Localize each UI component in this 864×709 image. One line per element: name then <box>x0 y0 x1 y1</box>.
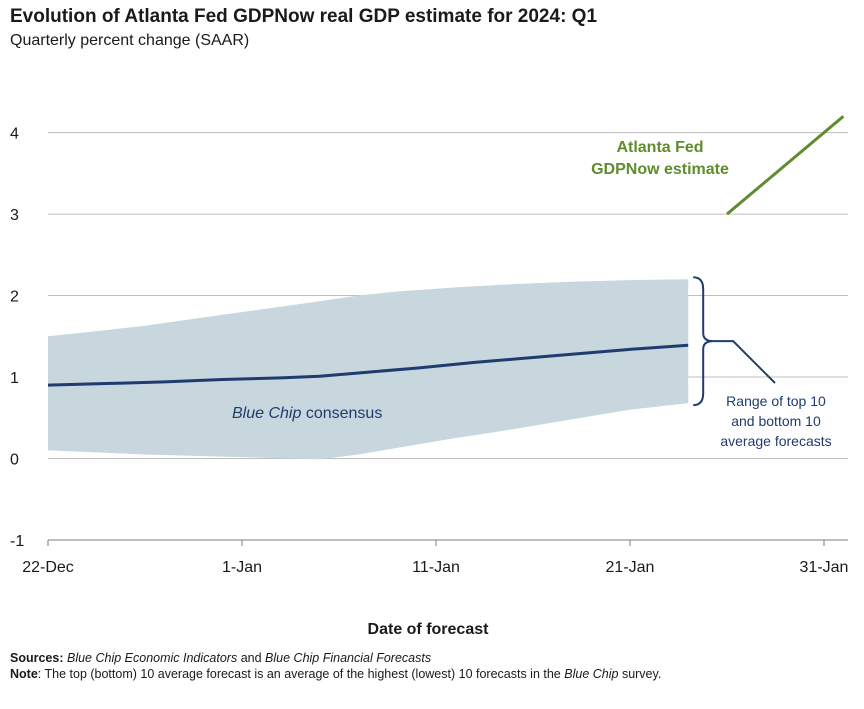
gdpnow-line <box>726 115 845 216</box>
y-tick-label: 0 <box>10 452 19 469</box>
tick-labels: -1 0 1 2 3 4 22-Dec 1-Jan 11-Jan 21-Jan 31-Jan <box>10 126 848 576</box>
y-tick-label: 1 <box>10 370 19 387</box>
y-tick-label: 3 <box>10 207 19 224</box>
annotations: Blue Chip consensus Atlanta Fed GDPNow e… <box>232 139 832 449</box>
x-tick-label: 22-Dec <box>22 559 74 576</box>
gdpnow-label-line1: Atlanta Fed <box>616 139 703 156</box>
note-text2: survey. <box>621 667 662 681</box>
consensus-label: Blue Chip consensus <box>232 405 382 422</box>
range-band-area <box>48 279 689 460</box>
range-label-line3: average forecasts <box>720 433 831 449</box>
gdpnow-label-line2: GDPNow estimate <box>591 161 729 178</box>
chart-title: Evolution of Atlanta Fed GDPNow real GDP… <box>10 6 598 27</box>
x-tick-label: 21-Jan <box>606 559 655 576</box>
series-lines <box>47 115 845 387</box>
consensus-label-rest: consensus <box>306 405 383 422</box>
range-leader-line <box>713 340 776 384</box>
sources-italic1: Blue Chip Economic Indicators <box>66 651 238 665</box>
consensus-label-italic: Blue Chip <box>232 405 301 422</box>
x-axis-title: Date of forecast <box>368 621 490 638</box>
y-tick-label: -1 <box>10 533 24 550</box>
y-tick-label: 4 <box>10 126 19 143</box>
chart-subtitle: Quarterly percent change (SAAR) <box>10 32 250 49</box>
range-label-line2: and bottom 10 <box>731 413 821 429</box>
note-label: Note <box>10 667 38 681</box>
note-text1: : The top (bottom) 10 average forecast i… <box>37 667 561 681</box>
x-tick-label: 1-Jan <box>222 559 262 576</box>
y-tick-label: 2 <box>10 289 19 306</box>
range-bracket <box>693 276 714 407</box>
range-label-line1: Range of top 10 <box>726 393 826 409</box>
note-line: Note: The top (bottom) 10 average foreca… <box>10 666 840 682</box>
chart-notes: Sources: Blue Chip Economic Indicators a… <box>10 650 840 682</box>
forecast-range-band <box>48 279 689 460</box>
note-italic: Blue Chip <box>564 667 619 681</box>
sources-line: Sources: Blue Chip Economic Indicators a… <box>10 650 840 666</box>
sources-italic2: Blue Chip Financial Forecasts <box>265 651 432 665</box>
x-tick-label: 31-Jan <box>800 559 849 576</box>
sources-mid: and <box>240 651 262 665</box>
consensus-line <box>47 343 689 387</box>
sources-label: Sources: <box>10 651 64 665</box>
x-tick-label: 11-Jan <box>412 559 460 576</box>
